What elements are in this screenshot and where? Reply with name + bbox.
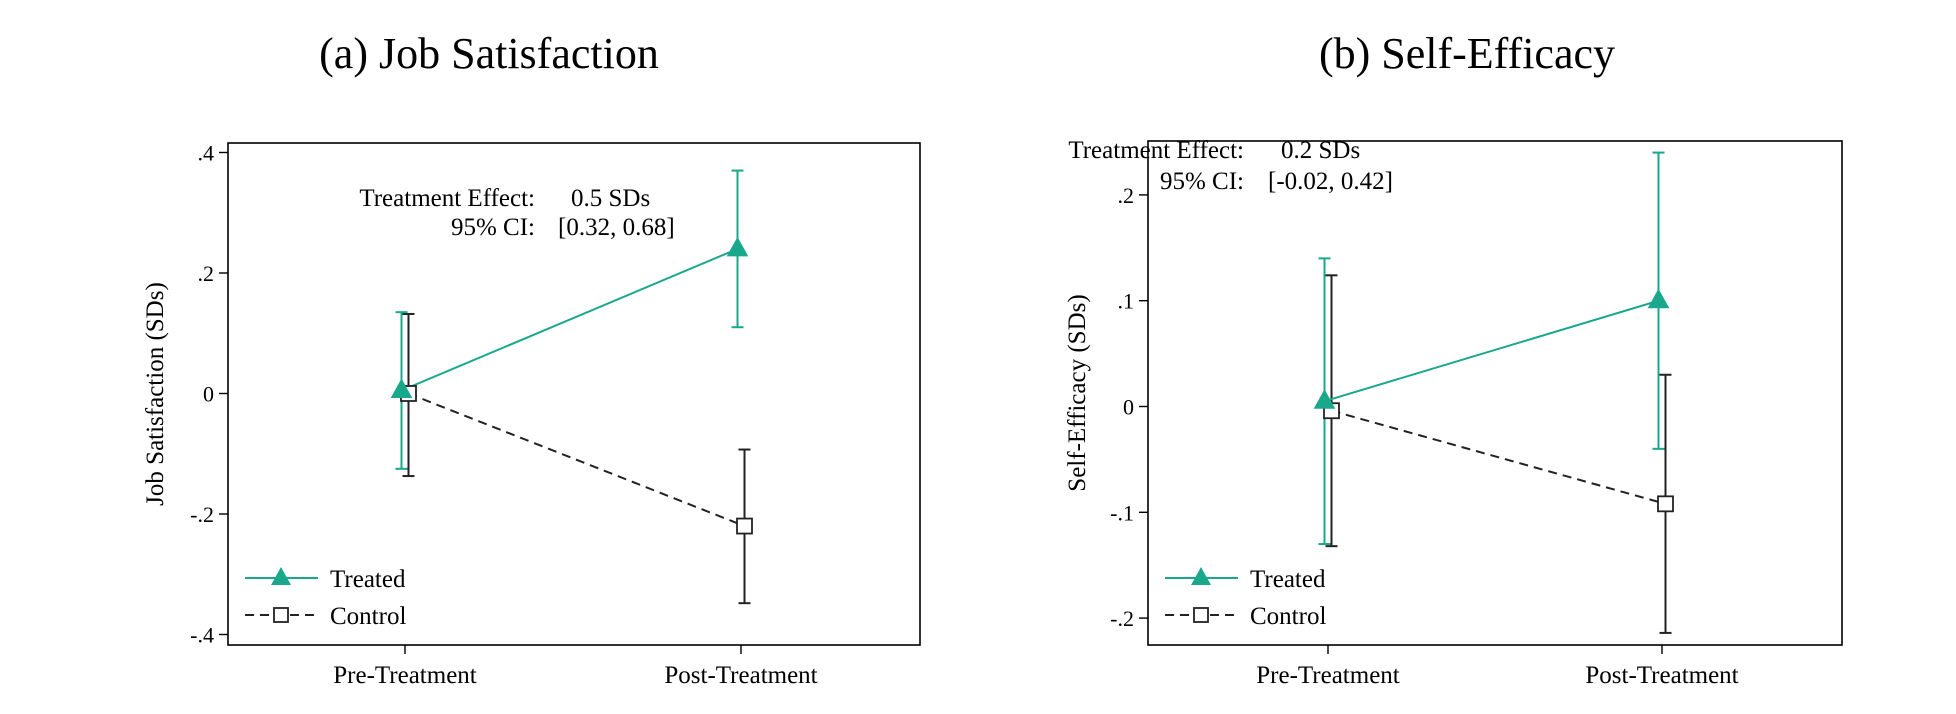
- legend-marker-control: [1193, 607, 1209, 623]
- legend-label-treated: Treated: [1250, 566, 1326, 593]
- data-point-control: [736, 517, 753, 535]
- y-axis-label: Job Satisfaction (SDs): [142, 282, 169, 506]
- legend-marker-treated: [271, 567, 291, 585]
- series-line-control: [408, 392, 745, 527]
- y-tick-label: 0: [1123, 395, 1134, 420]
- annotation-ci-value: [-0.02, 0.42]: [1268, 168, 1393, 195]
- annotation-effect-value: 0.2 SDs: [1281, 137, 1360, 164]
- x-tick-label: Post-Treatment: [664, 662, 817, 689]
- x-tick-label: Post-Treatment: [1585, 662, 1738, 689]
- y-tick-label: -.2: [1110, 606, 1134, 631]
- y-tick-label: .2: [1118, 183, 1135, 208]
- y-tick-label: .1: [1118, 289, 1135, 314]
- series-line-control: [1331, 409, 1666, 505]
- y-tick-label: -.1: [1110, 500, 1134, 525]
- y-tick-label: 0: [203, 382, 214, 407]
- data-point-control: [1657, 495, 1674, 513]
- chart-title: (a) Job Satisfaction: [319, 29, 659, 78]
- chart-panel-self-efficacy: (b) Self-Efficacy -.2 -.1 0 .1 .2 Pre-Treatme…: [978, 0, 1956, 714]
- data-point-treated: [1313, 389, 1336, 409]
- legend-label-control: Control: [330, 603, 406, 630]
- legend-label-control: Control: [1250, 603, 1326, 630]
- y-tick-label: .2: [198, 261, 215, 286]
- series-line-treated: [1324, 299, 1659, 403]
- chart-plot: -.2 -.1 0 .1 .2 Pre-Treatment Post-Treatment Se…: [1064, 137, 1843, 689]
- x-tick-label: Pre-Treatment: [333, 662, 477, 689]
- y-axis-label: Self-Efficacy (SDs): [1064, 294, 1091, 491]
- y-tick-label: .4: [198, 141, 215, 166]
- data-point-treated: [1647, 288, 1670, 309]
- legend-marker-treated: [1191, 567, 1211, 585]
- annotation-effect-value: 0.5 SDs: [571, 185, 650, 212]
- annotation-ci-label: 95% CI:: [1160, 168, 1244, 195]
- series-line-treated: [401, 247, 738, 392]
- y-tick-label: -.4: [190, 623, 214, 648]
- legend-marker-control: [273, 607, 289, 623]
- data-point-treated: [726, 236, 749, 257]
- annotation-effect-label: Treatment Effect:: [359, 185, 535, 212]
- data-point-treated: [390, 378, 413, 398]
- annotation-effect-label: Treatment Effect:: [1068, 137, 1244, 164]
- plot-frame: [1147, 140, 1843, 646]
- annotation-ci-label: 95% CI:: [451, 214, 535, 241]
- annotation-ci-value: [0.32, 0.68]: [558, 214, 675, 241]
- x-tick-label: Pre-Treatment: [1256, 662, 1400, 689]
- chart-title: (b) Self-Efficacy: [1318, 29, 1616, 78]
- y-tick-label: -.2: [190, 502, 214, 527]
- legend-label-treated: Treated: [330, 566, 406, 593]
- chart-plot: -.4 -.2 0 .2 .4 Pre-Treatment Post-Treatment Jo…: [142, 141, 921, 689]
- chart-panel-job-satisfaction: (a) Job Satisfaction -.4 -.2 0 .2 .4 Pre-Trea…: [142, 29, 921, 689]
